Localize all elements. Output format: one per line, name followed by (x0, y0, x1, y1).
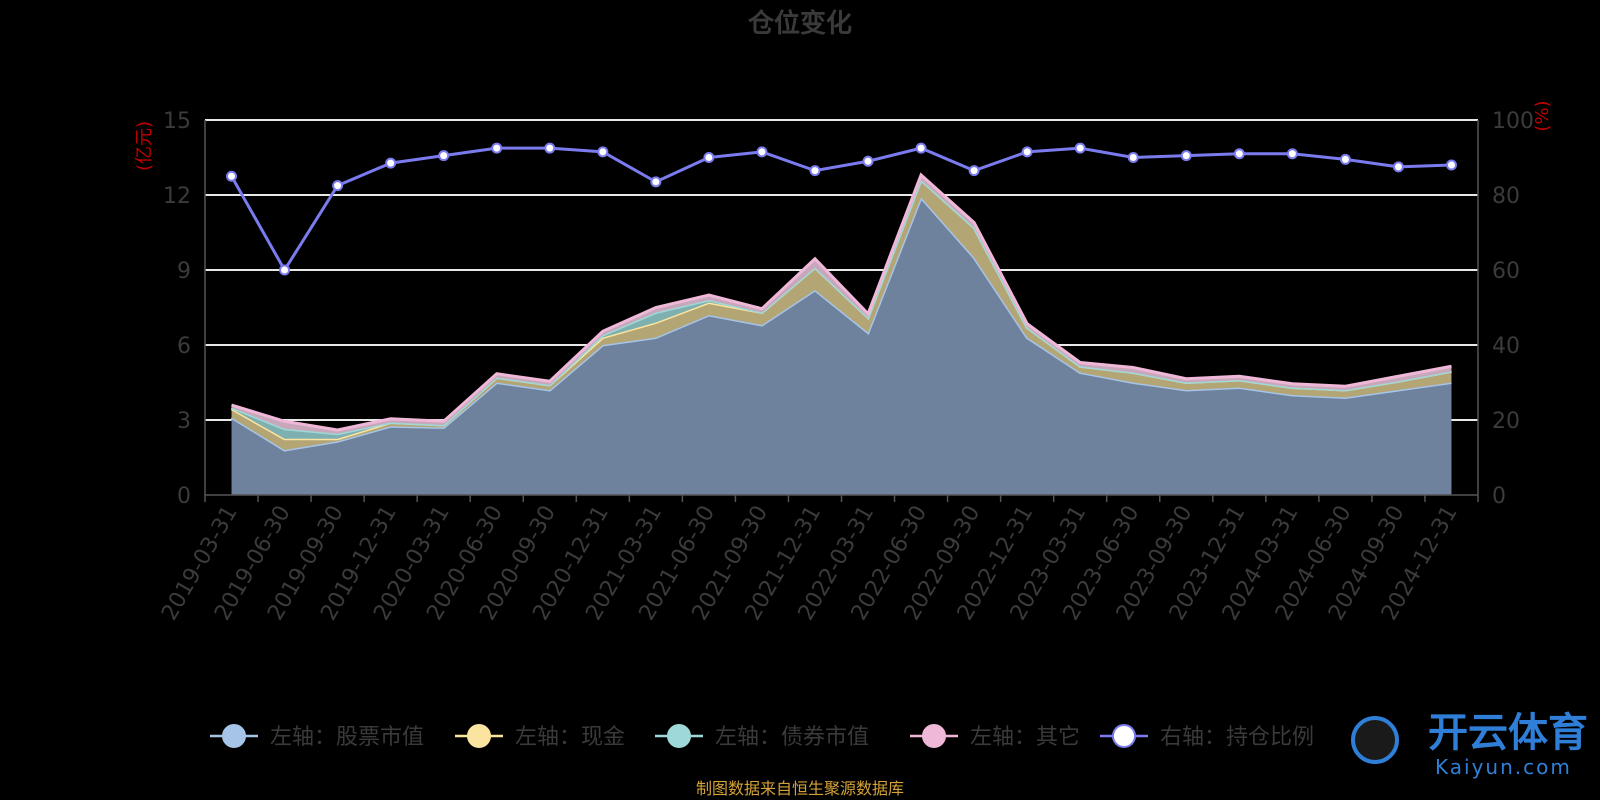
legend: 左轴：股票市值 左轴：现金 左轴：债券市值 左轴：其它 右轴：持仓比例 (210, 724, 1314, 750)
legend-item: 左轴：现金 (455, 724, 625, 750)
legend-marker (222, 724, 246, 748)
legend-marker (1112, 724, 1136, 748)
legend-item: 左轴：股票市值 (210, 724, 424, 750)
ratio-line (230, 146, 1452, 273)
ratio-point (1233, 148, 1245, 160)
legend-marker (922, 724, 946, 748)
left-axis-unit: (亿元) (134, 121, 155, 171)
right-tick-label: 0 (1492, 484, 1506, 509)
right-tick-label: 20 (1492, 409, 1520, 434)
ratio-point (226, 170, 238, 182)
legend-label: 右轴：持仓比例 (1160, 725, 1314, 750)
ratio-point (1445, 159, 1457, 171)
watermark-cn: 开云体育 (1428, 710, 1588, 756)
legend-item: 右轴：持仓比例 (1100, 724, 1314, 750)
legend-label: 左轴：其它 (970, 725, 1080, 750)
legend-item: 左轴：债券市值 (655, 724, 869, 750)
ratio-point (968, 165, 980, 177)
left-tick-label: 9 (177, 259, 191, 284)
left-tick-label: 12 (163, 184, 191, 209)
left-tick-label: 3 (177, 409, 191, 434)
watermark-ball-icon (1351, 716, 1399, 764)
ratio-point (650, 176, 662, 188)
chart-title: 仓位变化 (747, 8, 852, 39)
ratio-point (915, 142, 927, 154)
legend-label: 左轴：现金 (515, 725, 625, 750)
ratio-point (279, 264, 291, 276)
legend-marker (667, 724, 691, 748)
ratio-point (1180, 150, 1192, 162)
ratio-point (491, 142, 503, 154)
left-tick-label: 15 (163, 109, 191, 134)
ratio-point (862, 155, 874, 167)
ratio-point (1286, 148, 1298, 160)
stacked-areas (230, 172, 1452, 495)
legend-item: 左轴：其它 (910, 724, 1080, 750)
legend-marker (467, 724, 491, 748)
left-tick-label: 0 (177, 484, 191, 509)
area-2 (231, 180, 1452, 450)
source-note: 制图数据来自恒生聚源数据库 (696, 779, 904, 798)
watermark-en: Kaiyun.com (1435, 755, 1572, 779)
ratio-point (809, 165, 821, 177)
ratio-point (385, 157, 397, 169)
ratio-point (544, 142, 556, 154)
ratio-point (438, 150, 450, 162)
ratio-point (332, 180, 344, 192)
left-tick-label: 6 (177, 334, 191, 359)
ratio-point (1021, 146, 1033, 158)
watermark-logo: 开云体育 Kaiyun.com (1351, 710, 1588, 779)
right-tick-label: 60 (1492, 259, 1520, 284)
ratio-point (597, 146, 609, 158)
ratio-point (1339, 153, 1351, 165)
legend-label: 左轴：股票市值 (270, 725, 424, 750)
area-1 (231, 197, 1452, 495)
right-tick-label: 100 (1492, 109, 1534, 134)
ratio-line-series (226, 142, 1457, 276)
right-tick-label: 40 (1492, 334, 1520, 359)
right-tick-label: 80 (1492, 184, 1520, 209)
ratio-point (1074, 142, 1086, 154)
ratio-point (1127, 152, 1139, 163)
ratio-point (1392, 161, 1404, 173)
ratio-point (756, 146, 768, 158)
area-edge-4 (231, 172, 1452, 432)
legend-label: 左轴：债券市值 (715, 725, 869, 750)
ratio-point (703, 152, 715, 163)
right-axis-unit: (%) (1532, 100, 1553, 131)
